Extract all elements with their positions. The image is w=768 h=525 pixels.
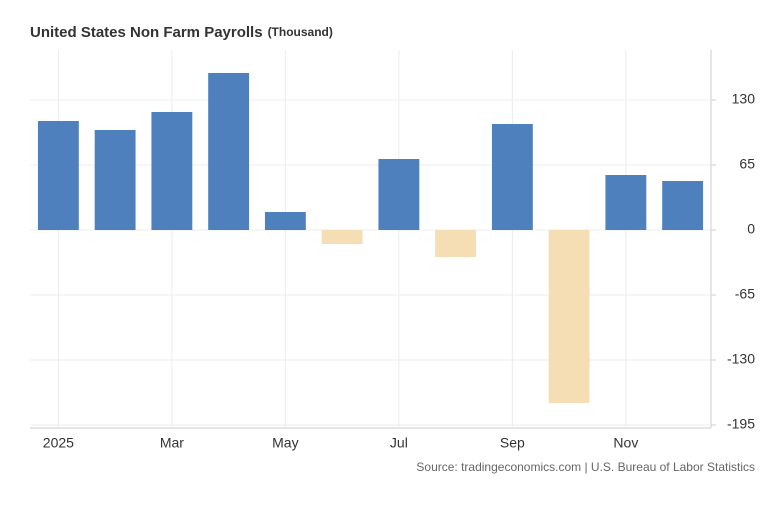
bar — [151, 112, 193, 230]
source-note: Source: tradingeconomics.com | U.S. Bure… — [416, 460, 755, 474]
chart-title: United States Non Farm Payrolls (Thousand… — [30, 24, 333, 41]
bar — [378, 159, 420, 230]
title-unit: (Thousand) — [268, 25, 333, 39]
bar — [491, 124, 533, 230]
bar — [264, 212, 306, 230]
x-tick-label: May — [272, 435, 298, 451]
bar — [37, 121, 79, 230]
y-tick-label: 130 — [732, 91, 756, 107]
bar — [662, 181, 704, 230]
x-tick-label: Jul — [390, 435, 408, 451]
bar — [321, 230, 363, 244]
y-tick-label: 65 — [739, 156, 755, 172]
title-main: United States Non Farm Payrolls — [30, 24, 263, 41]
x-tick-label: 2025 — [43, 435, 74, 451]
bar — [605, 175, 647, 230]
bar — [548, 230, 590, 403]
x-tick-label: Sep — [500, 435, 525, 451]
bar — [435, 230, 477, 257]
x-tick-label: Nov — [613, 435, 638, 451]
y-tick-label: -130 — [727, 351, 755, 367]
bar — [208, 73, 250, 230]
y-tick-label: -65 — [735, 286, 755, 302]
y-tick-label: -195 — [727, 416, 755, 432]
x-tick-label: Mar — [160, 435, 184, 451]
bar — [94, 130, 136, 230]
y-tick-label: 0 — [747, 221, 755, 237]
